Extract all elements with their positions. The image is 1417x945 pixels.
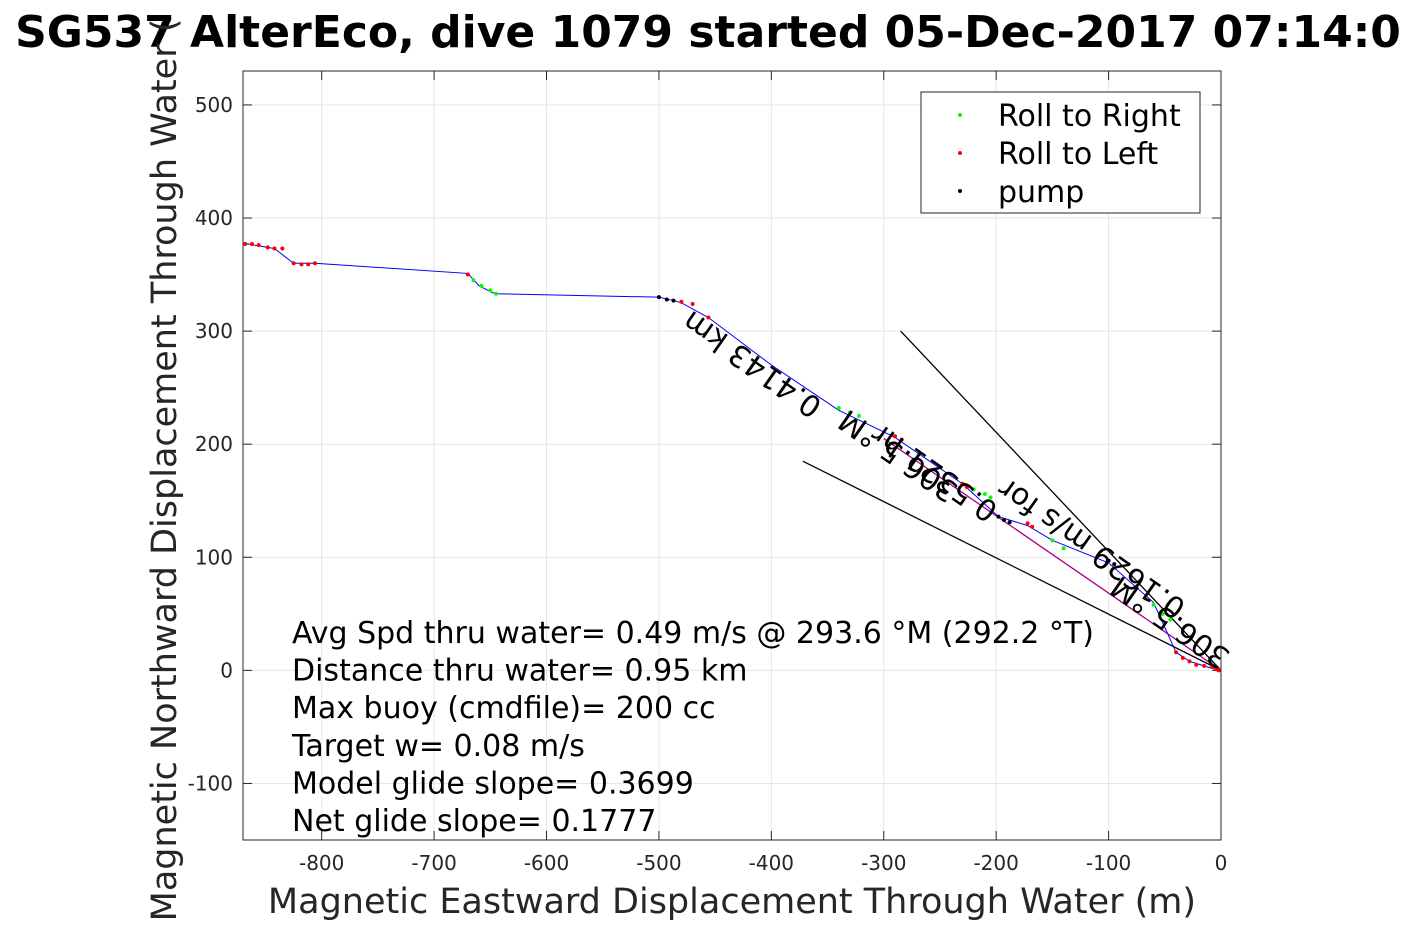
point-pump <box>656 295 661 300</box>
x-tick-label: -700 <box>411 851 456 875</box>
point-roll-to-left <box>256 243 261 248</box>
point-roll-to-left <box>1174 650 1179 655</box>
x-tick-label: 0 <box>1215 851 1228 875</box>
point-roll-to-right <box>493 291 498 296</box>
stats-annotations: Avg Spd thru water= 0.49 m/s @ 293.6 °M … <box>291 616 1094 839</box>
y-tick-label: 300 <box>195 319 233 343</box>
point-roll-to-left <box>243 242 248 247</box>
y-tick-label: 100 <box>195 545 233 569</box>
point-roll-to-right <box>488 288 493 293</box>
point-roll-to-left <box>690 301 695 306</box>
point-roll-to-left <box>1202 663 1207 668</box>
bearing-line-lower <box>802 460 1222 671</box>
point-roll-to-right <box>1168 617 1173 622</box>
point-roll-to-left <box>964 485 969 490</box>
point-roll-to-left <box>1187 659 1192 664</box>
legend-marker-roll-to-left <box>958 151 962 155</box>
stat-line: Model glide slope= 0.3699 <box>292 766 694 801</box>
y-tick-label: 500 <box>195 93 233 117</box>
current-line <box>883 438 1222 671</box>
point-roll-to-right <box>848 410 853 415</box>
point-roll-to-left <box>1210 664 1215 669</box>
point-roll-to-right <box>982 491 987 496</box>
stat-line: Max buoy (cmdfile)= 200 cc <box>292 691 716 726</box>
legend-label-roll-to-right: Roll to Right <box>998 99 1181 134</box>
point-roll-to-right <box>471 278 476 283</box>
point-pump <box>1106 558 1111 563</box>
point-roll-to-left <box>291 261 296 266</box>
ticks: -800 -700 -600 -500 -400 -300 -200 -100 0 -100 0 10… <box>188 71 1228 875</box>
point-pump <box>1002 517 1007 522</box>
point-pump <box>996 514 1001 519</box>
point-roll-to-left <box>893 434 897 439</box>
point-roll-to-left <box>960 481 965 486</box>
stat-line: Distance thru water= 0.95 km <box>292 654 747 689</box>
legend-label-roll-to-left: Roll to Left <box>998 137 1158 172</box>
point-roll-to-left <box>1180 655 1185 660</box>
point-pump <box>664 297 669 302</box>
point-roll-to-right <box>1151 602 1156 607</box>
point-roll-to-left <box>280 246 285 251</box>
x-tick-label: -300 <box>861 851 906 875</box>
point-roll-to-right <box>971 487 976 492</box>
x-axis-label: Magnetic Eastward Displacement Through W… <box>268 882 1196 922</box>
point-roll-to-right <box>857 413 862 418</box>
point-pump <box>671 298 676 303</box>
point-roll-to-right <box>1061 546 1066 551</box>
stat-line: Net glide slope= 0.1777 <box>292 804 656 839</box>
point-roll-to-left <box>679 299 684 304</box>
chart-title: SG537 AlterEco, dive 1079 started 05-Dec… <box>15 7 1401 58</box>
x-tick-label: -200 <box>973 851 1018 875</box>
y-tick-label: 0 <box>220 658 233 682</box>
point-roll-to-right <box>836 406 841 411</box>
legend-marker-roll-to-right <box>958 113 962 117</box>
x-tick-label: -500 <box>636 851 681 875</box>
data-points <box>243 242 1221 673</box>
overlay-lines <box>802 330 1222 671</box>
point-roll-to-left <box>1025 521 1030 526</box>
legend-label-pump: pump <box>998 175 1084 210</box>
point-roll-to-right <box>1050 538 1055 543</box>
point-pump <box>1112 562 1117 567</box>
point-roll-to-left <box>1030 524 1035 529</box>
point-roll-to-right <box>1160 611 1165 616</box>
stat-line: Avg Spd thru water= 0.49 m/s @ 293.6 °M … <box>292 616 1094 651</box>
point-roll-to-left <box>465 272 470 277</box>
x-tick-label: -100 <box>1086 851 1131 875</box>
point-roll-to-right <box>988 495 993 500</box>
point-roll-to-left <box>249 242 254 247</box>
x-tick-label: -600 <box>524 851 569 875</box>
legend-box <box>920 91 1201 214</box>
track-line <box>242 242 1222 671</box>
stat-line: Target w= 0.08 m/s <box>291 729 585 764</box>
x-tick-label: -400 <box>749 851 794 875</box>
point-roll-to-left <box>899 437 904 442</box>
legend-marker-pump <box>958 189 962 193</box>
point-roll-to-left <box>306 262 311 267</box>
point-roll-to-right <box>479 283 484 288</box>
point-roll-to-left <box>312 261 317 266</box>
point-roll-to-left <box>265 245 270 250</box>
point-roll-to-left <box>299 262 304 267</box>
bearing-line-upper <box>900 330 1222 671</box>
point-roll-to-left <box>272 246 277 251</box>
track-polyline <box>242 242 1222 671</box>
point-roll-to-left <box>1216 668 1221 673</box>
y-tick-label: 200 <box>195 432 233 456</box>
y-axis-label: Magnetic Northward Displacement Through … <box>145 19 185 922</box>
point-roll-to-left <box>1194 662 1199 667</box>
plot-frame <box>242 70 1222 841</box>
y-tick-label: 400 <box>195 206 233 230</box>
y-tick-label: -100 <box>188 771 233 795</box>
point-pump <box>1007 520 1012 525</box>
point-roll-to-left <box>706 315 711 320</box>
x-tick-label: -800 <box>299 851 344 875</box>
